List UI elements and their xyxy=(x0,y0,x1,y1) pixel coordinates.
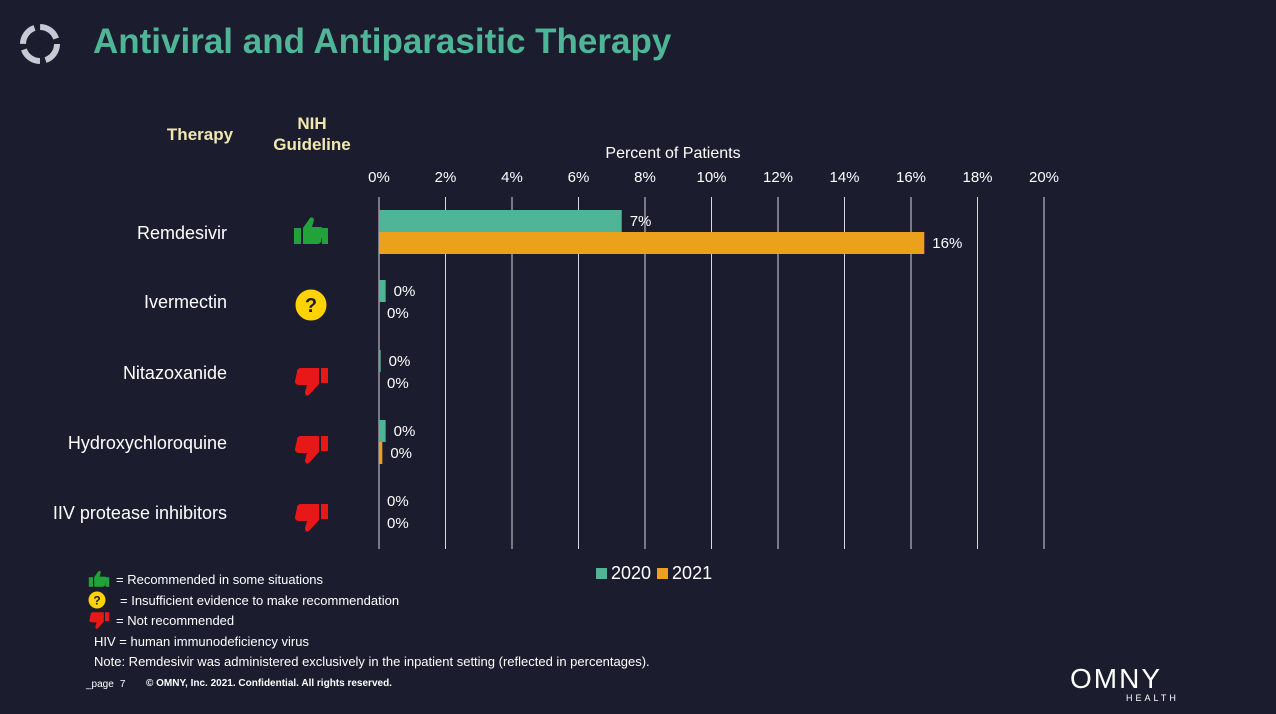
page-title: Antiviral and Antiparasitic Therapy xyxy=(93,22,672,61)
copyright-notice: © OMNY, Inc. 2021. Confidential. All rig… xyxy=(146,678,392,689)
legend-recommended-text: = Recommended in some situations xyxy=(116,571,324,587)
x-tick-label: 20% xyxy=(1029,169,1059,186)
legend-not-recommended: = Not recommended xyxy=(88,611,234,629)
x-tick-label: 18% xyxy=(962,169,992,186)
thumbs-down-icon xyxy=(89,612,110,629)
bar-value-label: 7% xyxy=(630,213,652,230)
series-legend: 2020 2021 xyxy=(596,563,712,584)
legend-swatch-2021 xyxy=(657,568,669,579)
bar-value-label: 0% xyxy=(387,515,409,532)
x-tick-label: 12% xyxy=(763,169,793,186)
x-tick-label: 8% xyxy=(634,169,656,186)
brand-logo: OMNY HEALTH xyxy=(1070,663,1200,703)
brand-name: OMNY xyxy=(1070,663,1162,694)
thumbs-up-icon xyxy=(88,570,110,587)
legend-insufficient: ? = Insufficient evidence to make recomm… xyxy=(88,591,399,609)
x-tick-label: 2% xyxy=(435,169,457,186)
thumbs-down-icon xyxy=(295,436,328,464)
therapy-column-header: Therapy xyxy=(166,125,234,144)
therapy-label-remdesivir: Remdesivir xyxy=(136,223,227,243)
bar-2020 xyxy=(379,420,386,442)
legend-not-recommended-text: = Not recommended xyxy=(116,612,235,628)
remdesivir-note: Note: Remdesivir was administered exclus… xyxy=(94,654,650,669)
thumbs-up-icon xyxy=(294,217,328,244)
bar-2020 xyxy=(379,350,381,372)
bar-2021 xyxy=(379,232,925,254)
therapy-label-hydroxychloroquine: Hydroxychloroquine xyxy=(67,433,227,453)
legend-label-2021: 2021 xyxy=(672,563,713,583)
x-tick-label: 16% xyxy=(896,169,926,186)
page-label: _page xyxy=(86,679,114,690)
therapy-label-ivermectin: Ivermectin xyxy=(143,292,227,312)
therapy-label-nitazoxanide: Nitazoxanide xyxy=(122,363,227,383)
bar-value-label: 0% xyxy=(387,375,409,392)
bar-2020 xyxy=(379,210,622,232)
x-tick-label: 14% xyxy=(829,169,859,186)
bar-value-label: 0% xyxy=(390,445,412,462)
svg-text:?: ? xyxy=(93,594,100,608)
bar-2020 xyxy=(379,280,386,302)
bar-value-label: 0% xyxy=(387,305,409,322)
bar-2021 xyxy=(379,442,383,464)
x-tick-label: 6% xyxy=(568,169,590,186)
bar-chart: Percent of Patients 0% 2% 4% 6% 8% 10% 12% 14% 1… xyxy=(368,145,1059,549)
legend-label-2020: 2020 xyxy=(611,563,652,583)
x-tick-label: 0% xyxy=(368,169,390,186)
hiv-definition: HIV = human immunodeficiency virus xyxy=(94,634,309,649)
legend-recommended: = Recommended in some situations xyxy=(88,570,323,588)
thumbs-down-icon xyxy=(295,368,328,396)
brand-subtitle: HEALTH xyxy=(1126,693,1179,703)
omny-logo-icon xyxy=(20,24,60,64)
question-icon: ? xyxy=(294,288,328,322)
question-icon: ? xyxy=(88,591,106,609)
therapy-label-protease-inhibitors: IIV protease inhibitors xyxy=(52,503,227,523)
page-number-value: 7 xyxy=(119,679,126,690)
page-number: _page 7 xyxy=(86,679,125,690)
bar-value-label: 0% xyxy=(387,493,409,510)
x-axis-title: Percent of Patients xyxy=(605,145,740,162)
x-tick-label: 4% xyxy=(501,169,523,186)
bar-value-label: 0% xyxy=(394,283,416,300)
x-tick-label: 10% xyxy=(696,169,726,186)
bar-value-label: 0% xyxy=(389,353,411,370)
nih-guideline-column-header: NIH Guideline xyxy=(273,114,351,154)
thumbs-down-icon xyxy=(295,504,328,532)
svg-text:?: ? xyxy=(305,295,317,317)
legend-insufficient-text: = Insufficient evidence to make recommen… xyxy=(120,592,400,608)
bar-value-label: 0% xyxy=(394,423,416,440)
bar-value-label: 16% xyxy=(932,235,962,252)
legend-swatch-2020 xyxy=(596,568,607,579)
